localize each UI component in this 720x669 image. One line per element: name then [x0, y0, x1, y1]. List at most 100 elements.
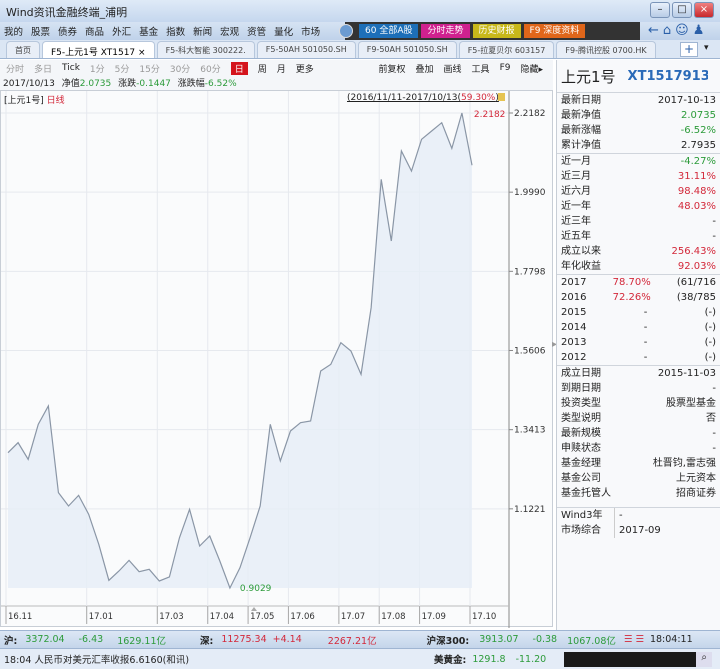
sh-amount: 1629.11亿 — [117, 635, 166, 647]
tab[interactable]: 首页 — [6, 41, 40, 58]
period-button[interactable]: 5分 — [114, 64, 130, 75]
toolbar-button[interactable]: 叠加 — [415, 64, 434, 75]
year-cell: (-) — [704, 322, 716, 333]
perf-cell: 近三月 — [561, 171, 591, 182]
perf-cell: 31.11% — [677, 171, 716, 182]
profile-cell: - — [712, 383, 716, 394]
minimize-button[interactable]: – — [650, 2, 670, 18]
period-button[interactable]: 30分 — [169, 64, 191, 75]
toolbar-button[interactable]: 前复权 — [378, 64, 406, 75]
sh-change: -6.43 — [78, 634, 104, 645]
quick-button[interactable]: 分时走势 — [421, 24, 470, 38]
profile-row: 成立日期 2015-11-03 — [557, 366, 720, 381]
tab[interactable]: F5-科大智能 300222. — [156, 41, 255, 58]
menu-item[interactable]: 指数 — [166, 27, 186, 38]
basic-row: 最新日期 2017-10-13 — [557, 93, 720, 108]
menu-item[interactable]: 新闻 — [193, 27, 213, 38]
add-tab-button[interactable]: + — [680, 42, 698, 57]
menu-item[interactable]: 资管 — [247, 27, 267, 38]
x-tick-label: 17.05 — [250, 612, 274, 622]
basic-cell: 2.0735 — [681, 110, 716, 121]
tab[interactable]: F9-腾讯控股 0700.HK — [556, 41, 656, 58]
menu-item[interactable]: 股票 — [31, 27, 51, 38]
tab[interactable]: F9-50AH 501050.SH — [357, 41, 457, 58]
range-return: 59.30% — [461, 93, 496, 103]
profile-row: 申赎状态 - — [557, 441, 720, 456]
basic-cell: 最新净值 — [561, 110, 601, 121]
year-cell: 2014 — [561, 322, 587, 333]
nav-line — [7, 112, 473, 590]
gold-label: 美黄金: — [434, 655, 467, 666]
period-button[interactable]: 60分 — [200, 64, 221, 75]
perf-cell: 近一年 — [561, 201, 591, 212]
search-input[interactable]: ⌕ — [564, 651, 713, 667]
profile-cell: 投资类型 — [561, 398, 601, 409]
profile-cell: 招商证券 — [676, 488, 716, 499]
profile-row: 基金经理 杜晋钧,雷志强 — [557, 456, 720, 471]
range-label[interactable]: 2016/11/11-2017/10/13 — [350, 93, 458, 103]
x-tick-label: 17.01 — [89, 612, 113, 622]
toolbar-button[interactable]: F9 — [499, 63, 511, 73]
period-button[interactable]: 更多 — [295, 64, 314, 75]
rating-cell: Wind3年 — [561, 508, 615, 523]
menu-item[interactable]: 基金 — [139, 27, 159, 38]
list-icon[interactable]: ☰ ☰ — [623, 634, 644, 645]
period-button[interactable]: Tick — [62, 63, 80, 73]
globe-icon[interactable] — [339, 24, 353, 38]
menu-item[interactable]: 市场 — [301, 27, 321, 38]
menu-item[interactable]: 我的 — [4, 27, 24, 38]
toolbar-button[interactable]: 工具 — [471, 64, 490, 75]
user-icon[interactable]: ♟ — [692, 23, 709, 38]
lock-icon[interactable] — [498, 93, 505, 101]
rating-section: Wind3年 - 市场综合 2017-09 — [557, 507, 720, 538]
menu-item[interactable]: 外汇 — [112, 27, 132, 38]
period-button[interactable]: 1分 — [89, 64, 105, 75]
rating-row: Wind3年 - — [557, 508, 720, 523]
chat-icon[interactable]: ☺ — [675, 23, 693, 38]
maximize-button[interactable]: □ — [672, 2, 692, 18]
basic-cell: 最新涨幅 — [561, 125, 601, 136]
tab-bar: 首页 F5-上元1号 XT1517 × F5-科大智能 300222. F5-50AH… — [0, 40, 720, 59]
collapse-arrow-icon[interactable]: ▸ — [552, 339, 558, 350]
home-icon[interactable]: ⌂ — [662, 23, 676, 38]
profile-row: 到期日期 - — [557, 381, 720, 396]
hs300-amount: 1067.08亿 — [567, 635, 616, 647]
back-icon[interactable]: ← — [648, 23, 663, 38]
toolbar-button[interactable]: 隐藏▸ — [520, 64, 543, 75]
tab[interactable]: F5-拉夏贝尔 603157 — [458, 41, 555, 58]
x-tick-label: 17.06 — [290, 612, 314, 622]
period-button[interactable]: 周 — [257, 64, 267, 75]
basic-row: 最新涨幅 -6.52% — [557, 123, 720, 138]
period-button[interactable]: 分时 — [6, 64, 25, 75]
tab[interactable]: F5-50AH 501050.SH — [256, 41, 356, 58]
year-row: 2017 78.70% (61/716 — [557, 275, 720, 290]
search-icon[interactable]: ⌕ — [696, 651, 713, 667]
perf-cell: 年化收益 — [561, 261, 601, 272]
perf-row: 近六月 98.48% — [557, 184, 720, 199]
chg-value: -0.1447 — [136, 79, 171, 89]
news-ticker[interactable]: 18:04 人民币对美元汇率收报6.6160(和讯) — [4, 655, 190, 666]
y-tick-label: 1.7798 — [514, 267, 546, 277]
perf-cell: - — [712, 231, 716, 242]
x-tick-label: 17.04 — [210, 612, 234, 622]
period-button[interactable]: 15分 — [139, 64, 160, 75]
quick-button[interactable]: 历史财报 — [472, 24, 521, 38]
toolbar-button[interactable]: 画线 — [443, 64, 462, 75]
year-row: 2016 72.26% (38/785 — [557, 290, 720, 305]
year-cell: - — [643, 352, 648, 363]
menu-item[interactable]: 量化 — [274, 27, 294, 38]
menu-item[interactable]: 宏观 — [220, 27, 240, 38]
quick-button[interactable]: F9 深度资料 — [523, 24, 586, 38]
close-button[interactable]: × — [694, 2, 714, 18]
nav-chart[interactable]: 2.2182 1.9990 1.7798 1.5606 1.3413 1.1221 16.1… — [0, 90, 557, 628]
menu-item[interactable]: 商品 — [85, 27, 105, 38]
period-button[interactable]: 日 — [230, 61, 248, 75]
chart-subtitle: 日线 — [46, 96, 65, 106]
quick-button[interactable]: 60 全部A股 — [359, 24, 419, 38]
period-button[interactable]: 月 — [276, 64, 286, 75]
menu-item[interactable]: 债券 — [58, 27, 78, 38]
title-bar: Wind资讯金融终端_浦明 – □ × — [0, 0, 720, 22]
period-button[interactable]: 多日 — [34, 64, 53, 75]
tab[interactable]: F5-上元1号 XT1517 × — [42, 41, 155, 58]
tab-menu-icon[interactable]: ▾ — [704, 43, 709, 53]
